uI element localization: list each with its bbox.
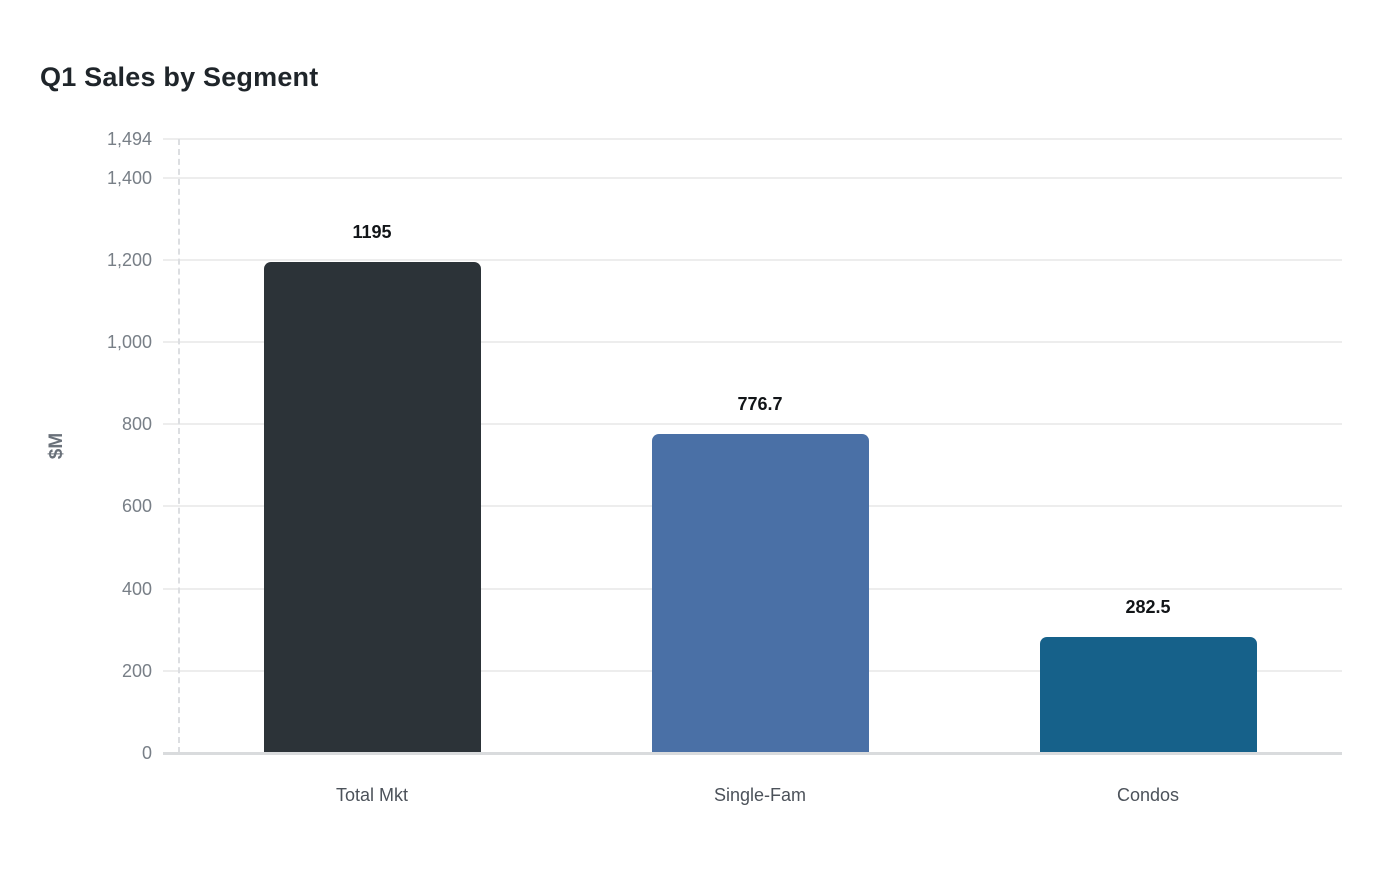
- x-tick-label: Single-Fam: [713, 785, 807, 805]
- y-tick-label: 400: [121, 578, 152, 599]
- bar-single-fam[interactable]: [651, 433, 869, 753]
- y-tick-label: 0: [141, 743, 152, 763]
- gridline: [163, 258, 1342, 261]
- y-tick-label: 600: [121, 496, 152, 517]
- gridline: [163, 138, 1342, 140]
- gridline: [163, 176, 1342, 179]
- y-tick-label: 800: [121, 414, 152, 435]
- gridline: [163, 423, 1342, 426]
- y-axis-line: [178, 139, 180, 753]
- x-axis-base-line: [163, 752, 1342, 755]
- chart-title: Q1 Sales by Segment: [40, 62, 319, 92]
- bar-condos[interactable]: [1039, 636, 1257, 753]
- y-tick-label: 1,494: [106, 129, 152, 149]
- bar-value-label: 1195: [352, 221, 392, 242]
- y-tick-label: 1,000: [106, 332, 152, 353]
- gridline: [163, 341, 1342, 344]
- y-tick-label: 200: [121, 660, 152, 681]
- bar-value-label: 776.7: [737, 393, 783, 414]
- bar-value-label: 282.5: [1125, 596, 1171, 617]
- x-tick-label: Total Mkt: [335, 785, 409, 805]
- bar-total-mkt[interactable]: [263, 261, 481, 753]
- x-tick-label: Condos: [1116, 785, 1180, 805]
- y-tick-label: 1,400: [106, 167, 152, 188]
- y-tick-label: 1,200: [106, 249, 152, 270]
